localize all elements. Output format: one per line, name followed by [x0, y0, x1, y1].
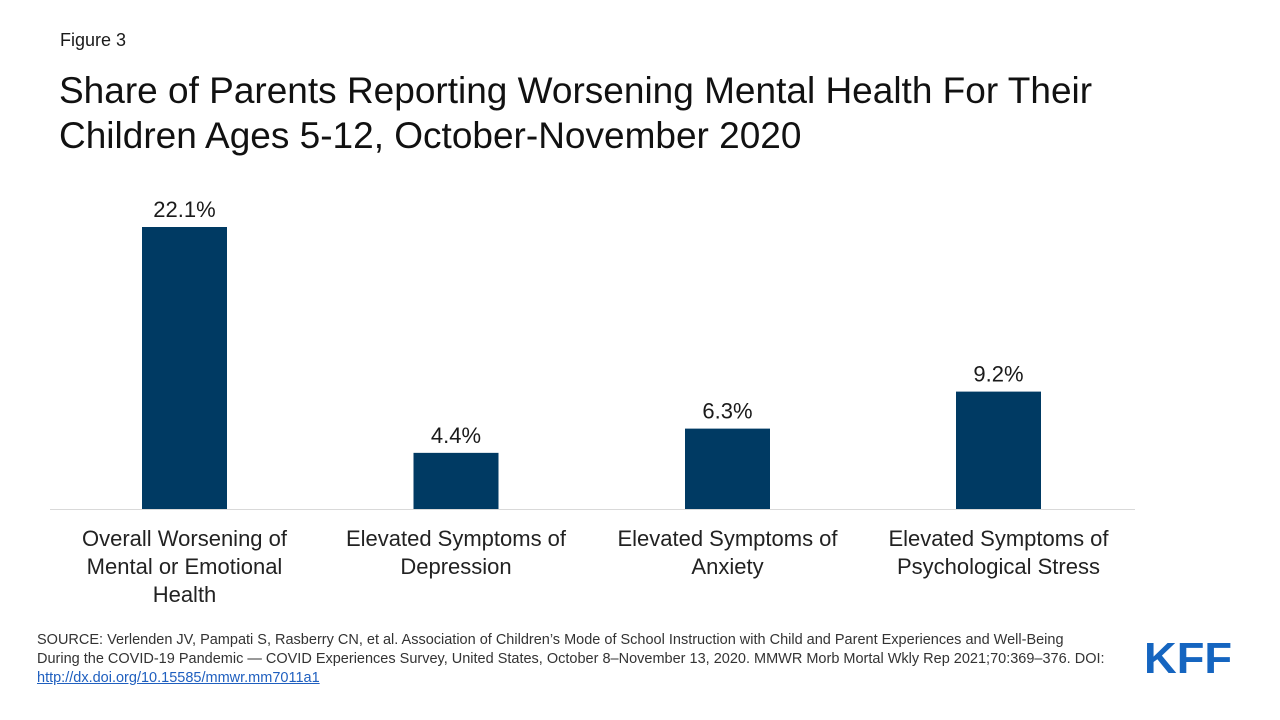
data-label-2: 4.4%	[431, 423, 481, 448]
data-label-3: 6.3%	[702, 399, 752, 424]
data-label-4: 9.2%	[973, 362, 1023, 387]
source-note: SOURCE: Verlenden JV, Pampati S, Rasberr…	[37, 631, 1107, 688]
bar-3	[685, 428, 770, 509]
source-doi-link[interactable]: http://dx.doi.org/10.15585/mmwr.mm7011a1	[37, 670, 320, 686]
bar-2	[413, 452, 499, 509]
kff-logo: KFF	[1144, 636, 1232, 676]
figure-label: Figure 3	[60, 30, 127, 50]
data-label-1: 22.1%	[153, 197, 215, 222]
bar-4	[956, 391, 1041, 509]
category-label-1: Overall Worsening of Mental or Emotional H…	[82, 526, 288, 607]
category-label-3: Elevated Symptoms of Anxiety	[617, 526, 838, 579]
source-text: SOURCE: Verlenden JV, Pampati S, Rasberr…	[37, 632, 1105, 667]
category-label-2: Elevated Symptoms of Depression	[346, 526, 567, 579]
svg-text:KFF: KFF	[1144, 636, 1232, 676]
chart-title: Share of Parents Reporting Worsening Men…	[59, 70, 1093, 156]
bar-1	[142, 227, 227, 509]
category-label-4: Elevated Symptoms of Psychological Stress	[888, 526, 1109, 579]
